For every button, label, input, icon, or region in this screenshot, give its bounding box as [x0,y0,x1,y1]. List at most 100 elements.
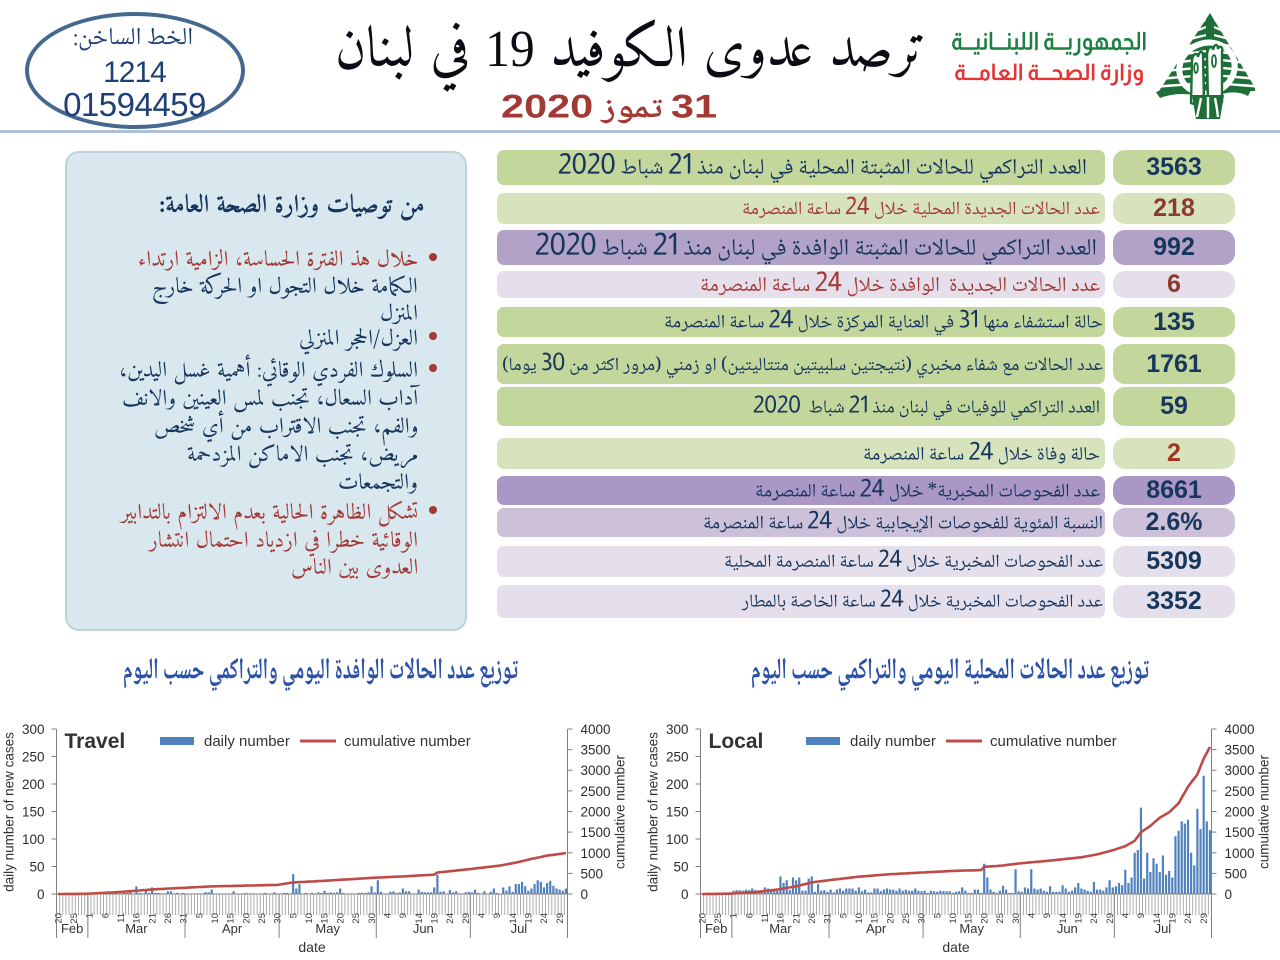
svg-text:50: 50 [29,860,44,875]
svg-text:4: 4 [382,913,393,918]
svg-text:14: 14 [1058,913,1069,924]
svg-text:cumulative number: cumulative number [344,733,471,750]
svg-text:5: 5 [194,913,205,918]
svg-text:20: 20 [53,913,64,924]
svg-text:4000: 4000 [581,722,611,737]
svg-text:16: 16 [132,913,143,924]
svg-text:24: 24 [1183,913,1194,924]
svg-text:Jun: Jun [413,921,434,936]
svg-text:150: 150 [22,805,45,820]
svg-text:Feb: Feb [705,921,727,936]
svg-text:24: 24 [539,913,550,924]
svg-text:0: 0 [37,887,45,902]
svg-text:500: 500 [1225,866,1248,881]
svg-text:30: 30 [917,913,928,924]
svg-text:Travel: Travel [65,730,126,753]
svg-text:cumulative number: cumulative number [1257,754,1272,869]
svg-text:0: 0 [581,887,589,902]
svg-text:19: 19 [524,913,535,924]
svg-text:30: 30 [1011,913,1022,924]
svg-text:9: 9 [1136,913,1147,918]
svg-text:3000: 3000 [1225,763,1255,778]
svg-text:29: 29 [1199,913,1210,924]
svg-text:25: 25 [69,913,80,924]
svg-text:25: 25 [257,913,268,924]
svg-text:300: 300 [666,722,689,737]
svg-text:31: 31 [179,913,190,924]
svg-text:25: 25 [351,913,362,924]
svg-text:0: 0 [1225,887,1233,902]
svg-text:50: 50 [673,860,688,875]
svg-text:Apr: Apr [866,921,887,936]
svg-text:5: 5 [288,913,299,918]
svg-text:cumulative number: cumulative number [990,733,1117,750]
svg-text:date: date [942,939,969,955]
svg-text:16: 16 [776,913,787,924]
svg-text:2000: 2000 [581,805,611,820]
svg-text:4: 4 [1026,913,1037,918]
svg-text:11: 11 [760,913,771,923]
svg-text:31: 31 [823,913,834,924]
svg-text:19: 19 [1074,913,1085,924]
svg-text:daily number: daily number [850,733,936,750]
svg-text:4: 4 [477,913,488,918]
svg-text:3500: 3500 [581,743,611,758]
svg-text:9: 9 [398,913,409,918]
svg-text:0: 0 [681,887,689,902]
svg-text:20: 20 [335,913,346,924]
svg-text:2500: 2500 [581,784,611,799]
svg-text:14: 14 [508,913,519,924]
svg-text:2000: 2000 [1225,805,1255,820]
svg-text:29: 29 [1105,913,1116,924]
svg-text:6: 6 [100,913,111,918]
svg-text:1000: 1000 [1225,846,1255,861]
svg-text:10: 10 [210,913,221,924]
svg-text:15: 15 [320,913,331,924]
svg-text:1000: 1000 [581,846,611,861]
svg-text:4000: 4000 [1225,722,1255,737]
svg-text:24: 24 [445,913,456,924]
svg-text:500: 500 [581,866,604,881]
svg-text:29: 29 [461,913,472,924]
svg-text:200: 200 [666,777,689,792]
svg-text:9: 9 [492,913,503,918]
svg-text:3500: 3500 [1225,743,1255,758]
svg-text:6: 6 [744,913,755,918]
svg-text:100: 100 [22,832,45,847]
svg-text:20: 20 [979,913,990,924]
svg-text:200: 200 [22,777,45,792]
svg-text:daily number of new cases: daily number of new cases [646,732,661,892]
svg-text:20: 20 [697,913,708,924]
svg-text:19: 19 [430,913,441,924]
svg-text:10: 10 [854,913,865,924]
svg-text:Jul: Jul [511,921,528,936]
svg-text:14: 14 [414,913,425,924]
svg-text:Mar: Mar [769,921,792,936]
svg-text:May: May [315,921,340,936]
svg-text:20: 20 [885,913,896,924]
svg-text:30: 30 [367,913,378,924]
svg-text:150: 150 [666,805,689,820]
svg-text:4: 4 [1121,913,1132,918]
svg-text:daily number: daily number [204,733,290,750]
svg-text:10: 10 [304,913,315,924]
svg-text:19: 19 [1168,913,1179,924]
svg-text:5: 5 [838,913,849,918]
svg-text:Local: Local [709,730,764,753]
svg-text:300: 300 [22,722,45,737]
svg-text:250: 250 [666,750,689,765]
svg-text:25: 25 [901,913,912,924]
svg-text:24: 24 [1089,913,1100,924]
svg-text:Apr: Apr [222,921,243,936]
svg-text:1: 1 [85,913,96,918]
svg-text:1: 1 [729,913,740,918]
svg-text:30: 30 [273,913,284,924]
svg-text:Feb: Feb [61,921,83,936]
svg-text:10: 10 [948,913,959,924]
svg-text:20: 20 [241,913,252,924]
svg-text:Jun: Jun [1057,921,1078,936]
svg-text:26: 26 [807,913,818,924]
svg-text:26: 26 [163,913,174,924]
svg-text:cumulative number: cumulative number [613,754,628,869]
svg-text:3000: 3000 [581,763,611,778]
